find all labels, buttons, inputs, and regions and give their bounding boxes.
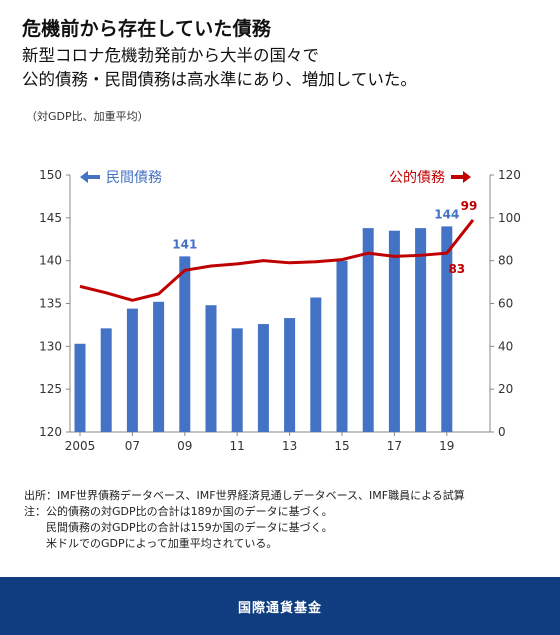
footer-bar: 国際通貨基金 — [0, 577, 560, 635]
subtitle-line-1: 新型コロナ危機勃発前から大半の国々で — [22, 46, 319, 65]
legend-arrow-right-icon — [451, 171, 471, 183]
bar-private-debt — [310, 297, 322, 432]
bar-private-debt — [74, 343, 86, 432]
bar-private-debt — [388, 230, 400, 432]
right-tick-label: 0 — [498, 425, 506, 439]
data-label: 99 — [461, 199, 478, 213]
bar-private-debt — [153, 301, 165, 432]
data-label: 83 — [448, 262, 465, 276]
notes: 出所：IMF世界債務データベース、IMF世界経済見通しデータベース、IMF職員に… — [24, 488, 465, 552]
x-tick-label: 13 — [282, 439, 297, 453]
data-label: 141 — [172, 237, 197, 251]
left-tick-label: 120 — [39, 425, 62, 439]
x-tick-label: 2005 — [65, 439, 96, 453]
legend-arrow-left-icon — [80, 171, 100, 183]
right-tick-label: 100 — [498, 211, 521, 225]
bar-private-debt — [126, 308, 138, 432]
source-note: 出所：IMF世界債務データベース、IMF世界経済見通しデータベース、IMF職員に… — [24, 489, 465, 502]
subtitle-line-2: 公的債務・民間債務は高水準にあり、増加していた。 — [22, 70, 417, 89]
line-public-debt — [79, 219, 475, 302]
right-tick-label: 20 — [498, 382, 513, 396]
chart-title: 危機前から存在していた債務 — [22, 18, 272, 40]
x-tick-label: 15 — [334, 439, 349, 453]
debt-chart: 1201251301351401451500204060801001202005… — [39, 168, 521, 453]
bar-private-debt — [284, 318, 296, 432]
x-tick-label: 07 — [125, 439, 140, 453]
note-3: 米ドルでのGDPによって加重平均されている。 — [24, 537, 278, 550]
bar-private-debt — [336, 260, 348, 432]
note-2: 民間債務の対GDP比の合計は159か国のデータに基づく。 — [24, 521, 333, 534]
bar-private-debt — [179, 256, 191, 432]
x-tick-label: 09 — [177, 439, 192, 453]
legend-label-private: 民間債務 — [106, 170, 162, 186]
left-tick-label: 135 — [39, 297, 62, 311]
bar-private-debt — [257, 324, 269, 432]
data-label: 144 — [434, 207, 459, 221]
right-tick-label: 40 — [498, 339, 513, 353]
bar-private-debt — [205, 305, 217, 432]
bar-private-debt — [362, 228, 374, 432]
bar-private-debt — [100, 328, 112, 432]
x-tick-label: 11 — [230, 439, 245, 453]
footer-org-name: 国際通貨基金 — [237, 600, 322, 616]
x-tick-label: 19 — [439, 439, 454, 453]
left-tick-label: 140 — [39, 254, 62, 268]
left-tick-label: 145 — [39, 211, 62, 225]
left-tick-label: 125 — [39, 382, 62, 396]
chart-subtitle: 新型コロナ危機勃発前から大半の国々で 公的債務・民間債務は高水準にあり、増加して… — [22, 44, 417, 92]
unit-note: （対GDP比、加重平均） — [26, 110, 149, 123]
left-tick-label: 130 — [39, 339, 62, 353]
right-tick-label: 80 — [498, 254, 513, 268]
left-tick-label: 150 — [39, 168, 62, 182]
right-tick-label: 60 — [498, 297, 513, 311]
bar-private-debt — [231, 328, 243, 432]
right-tick-label: 120 — [498, 168, 521, 182]
note-1: 注：公的債務の対GDP比の合計は189か国のデータに基づく。 — [24, 505, 333, 518]
bar-private-debt — [441, 226, 453, 432]
x-tick-label: 17 — [387, 439, 402, 453]
bar-private-debt — [415, 228, 427, 432]
legend-label-public: 公的債務 — [389, 170, 445, 186]
